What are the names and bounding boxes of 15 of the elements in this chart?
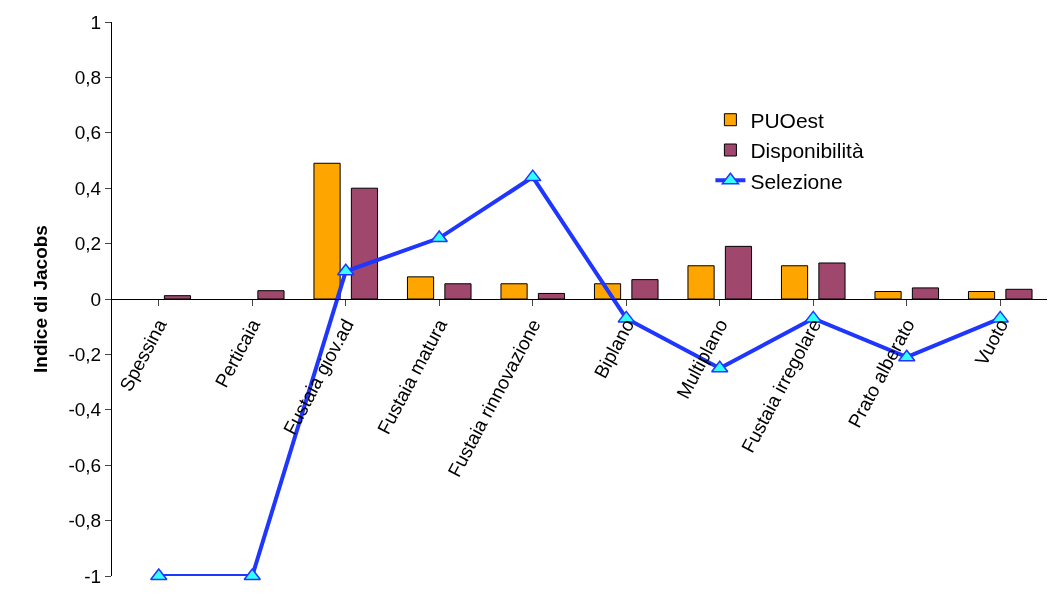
y-tick-label: -0,4 bbox=[68, 399, 102, 421]
y-tick-label: -0,2 bbox=[68, 344, 102, 366]
y-tick-label: 0 bbox=[90, 288, 102, 310]
y-tick-label: 1 bbox=[90, 11, 102, 33]
legend-label: Selezione bbox=[750, 169, 843, 193]
y-tick-label: 0,4 bbox=[74, 177, 102, 199]
legend-label: PUOest bbox=[750, 108, 825, 132]
y-tick-label: -0,6 bbox=[68, 454, 102, 476]
y-tick-label: 0,6 bbox=[74, 122, 102, 144]
y-tick-label: -0,8 bbox=[68, 510, 102, 532]
y-tick-label: 0,2 bbox=[74, 233, 102, 255]
y-axis-title: Indice di Jacobs bbox=[30, 225, 52, 373]
y-tick-label: 0,8 bbox=[74, 67, 102, 89]
y-tick-label: -1 bbox=[84, 565, 102, 587]
legend-label: Disponibilità bbox=[750, 139, 864, 163]
